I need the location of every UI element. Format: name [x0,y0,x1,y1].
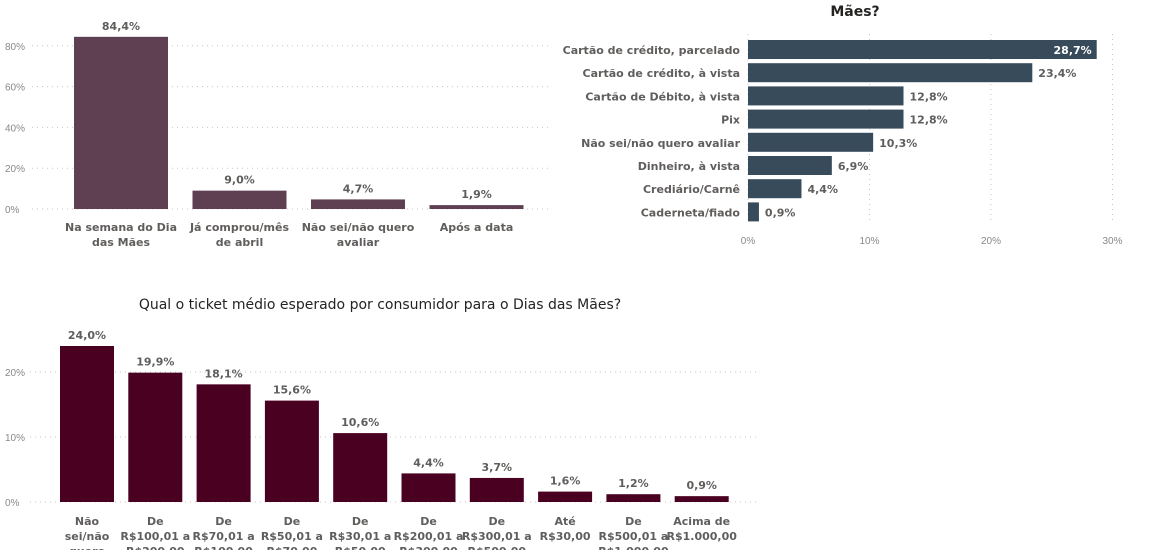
c0-data-label: 1,9% [461,188,492,201]
c2-data-label: 10,6% [341,416,379,429]
c2-data-label: 18,1% [205,367,243,380]
c1-x-tick: 0% [741,236,756,247]
c2-bar [196,384,251,502]
c0-bar [192,190,287,209]
c2-title: Qual o ticket médio esperado por consumi… [139,297,621,313]
c0-category-label: Na semana do Dia das Mães [65,221,177,249]
c2-data-label: 4,4% [413,456,444,469]
c2-bar [606,494,661,502]
c2-data-label: 3,7% [482,461,513,474]
c2-category-label: DeR$200,01 aR$300,00 [394,515,464,550]
c0-y-tick: 60% [5,83,25,94]
c2-data-label: 1,2% [618,477,649,490]
c1-category-label: Caderneta/fiado [641,206,741,219]
c1-bar [748,86,904,106]
c0-y-tick: 40% [5,123,25,134]
c0-data-label: 4,7% [343,182,374,195]
c1-category-label: Crediário/Carnê [643,183,740,196]
c2-bar [60,346,114,502]
c1-bar [748,132,874,152]
c0-y-tick: 80% [5,42,25,53]
c1-data-label: 6,9% [838,160,869,173]
c1-data-label: 0,9% [765,206,796,219]
c2-category-label: DeR$50,01 aR$70,00 [261,515,323,550]
c0-bar [429,205,524,209]
c1-category-label: Cartão de crédito, à vista [583,67,740,80]
c0-y-tick: 20% [5,164,25,175]
c1-category-label: Cartão de crédito, parcelado [563,44,741,57]
c2-bar [674,496,729,502]
c2-data-label: 15,6% [273,384,311,397]
c1-bar [748,63,1033,83]
c1-x-tick: 20% [981,236,1001,247]
c2-category-label: DeR$70,01 aR$100,00 [193,515,255,550]
c0-y-tick: 0% [5,205,20,216]
c2-category-label: DeR$300,01 aR$500,00 [462,515,532,550]
c2-category-label: Até R$30,00 [540,515,591,543]
c2-bar [264,400,319,502]
c1-x-tick: 10% [859,236,879,247]
c1-category-label: Dinheiro, à vista [638,160,740,173]
c0-data-label: 84,4% [102,20,140,33]
c1-category-label: Pix [721,114,740,127]
c1-data-label: 23,4% [1038,67,1076,80]
c2-y-tick: 10% [5,433,25,444]
c2-y-tick: 0% [5,498,20,509]
c1-data-label: 12,8% [910,90,948,103]
c0-category-label: Já comprou/mês de abril [189,221,290,249]
c2-y-tick: 20% [5,368,25,379]
c0-bar [311,199,405,209]
c2-category-label: DeR$100,01 aR$200,00 [120,515,190,550]
c2-data-label: 19,9% [136,356,174,369]
c2-bar [469,477,524,502]
c0-category-label: Após a data [440,221,514,234]
c1-bar [748,40,1097,59]
c2-category-label: Acima de R$1.000,00 [666,515,737,543]
c0-data-label: 9,0% [224,174,255,187]
c2-bar [401,473,456,502]
c0-bar [74,36,168,209]
c1-x-tick: 30% [1102,236,1122,247]
c2-bar [333,433,388,502]
c1-bar [748,156,832,175]
c2-bar [128,372,183,502]
c2-bar [538,491,593,502]
c2-data-label: 1,6% [550,475,581,488]
c2-category-label: DeR$30,01 aR$50,00 [329,515,391,550]
c1-data-label: 12,8% [910,114,948,127]
c1-bar [748,179,802,199]
c1-title: Mães? [830,4,879,20]
c1-bar [748,109,904,129]
c2-data-label: 0,9% [686,479,717,492]
c1-category-label: Não sei/não quero avaliar [581,137,740,150]
c2-data-label: 24,0% [68,329,106,342]
c1-bar [748,202,759,222]
c0-category-label: Não sei/não quero avaliar [302,221,415,249]
c1-data-label: 4,4% [807,183,838,196]
c1-category-label: Cartão de Débito, à vista [585,90,740,103]
c2-category-label: DeR$500,01 aR$1.000,00 [598,515,669,550]
c1-data-label: 10,3% [879,137,917,150]
c1-data-label: 28,7% [1054,44,1092,57]
